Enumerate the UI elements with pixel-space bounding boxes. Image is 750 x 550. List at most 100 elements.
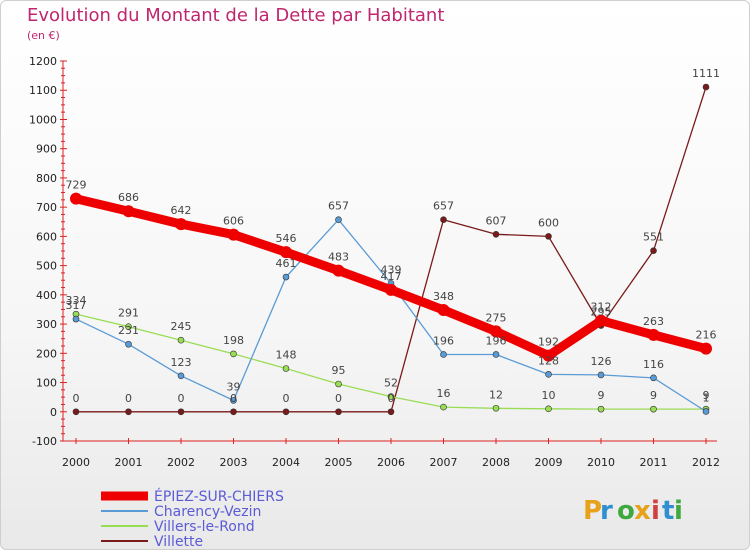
x-tick-label: 2010 [587, 456, 615, 469]
data-label: 546 [276, 232, 297, 245]
data-label: 126 [591, 355, 612, 368]
data-label: 729 [66, 179, 87, 192]
data-point [647, 328, 660, 341]
data-label: 334 [66, 294, 87, 307]
y-tick-label: 0 [50, 406, 57, 419]
axes: -100010020030040050060070080090010001100… [29, 55, 720, 469]
data-label: 123 [171, 356, 192, 369]
data-point [332, 264, 345, 277]
y-tick-label: 100 [36, 377, 57, 390]
y-tick-label: 1100 [29, 84, 57, 97]
data-label: 9 [598, 389, 605, 402]
x-tick-label: 2006 [377, 456, 405, 469]
data-point [335, 408, 342, 416]
logo-letter: o [617, 496, 635, 526]
data-label: 657 [433, 200, 454, 213]
data-point [702, 408, 710, 415]
data-label: 231 [118, 324, 139, 337]
data-point [437, 304, 450, 317]
data-label: 439 [381, 263, 402, 276]
data-point [492, 231, 500, 238]
data-label: 312 [591, 301, 612, 314]
data-label: 657 [328, 200, 349, 213]
y-tick-label: 900 [36, 143, 57, 156]
x-tick-label: 2007 [430, 456, 458, 469]
y-tick-label: 1200 [29, 55, 57, 68]
y-tick-label: 500 [36, 260, 57, 273]
data-label: 10 [542, 389, 556, 402]
x-tick-label: 2012 [692, 456, 720, 469]
data-label: 291 [118, 307, 139, 320]
data-point [440, 216, 447, 224]
data-point [70, 192, 82, 205]
data-point [177, 372, 185, 380]
data-point [492, 351, 500, 358]
data-label: 0 [283, 392, 290, 405]
data-point [387, 393, 395, 400]
data-point [227, 228, 240, 241]
data-label: 0 [178, 392, 185, 405]
data-point [282, 365, 290, 372]
legend-label-2: Villers-le-Rond [154, 519, 255, 535]
data-point [492, 404, 500, 412]
data-label: 0 [388, 392, 395, 405]
x-tick-label: 2009 [535, 456, 563, 469]
x-tick-label: 2011 [640, 456, 668, 469]
data-point [125, 408, 132, 416]
data-label: 12 [489, 388, 503, 401]
data-label: 0 [230, 392, 237, 405]
data-label: 148 [276, 349, 297, 362]
data-point [335, 216, 342, 224]
data-point [545, 371, 552, 378]
data-label: 642 [171, 204, 192, 217]
chart-subtitle: (en €) [27, 29, 60, 42]
x-tick-label: 2000 [62, 456, 90, 469]
y-tick-label: 600 [36, 230, 57, 243]
data-label: 216 [696, 329, 717, 342]
logo-letter: x [634, 496, 651, 526]
x-tick-label: 2003 [220, 456, 248, 469]
data-label: 317 [66, 299, 87, 312]
data-label: 0 [335, 392, 342, 405]
y-tick-label: 400 [36, 289, 57, 302]
data-label: 483 [328, 251, 349, 264]
data-label: 1111 [692, 67, 720, 80]
proxiti-logo: Pr o x i t i [583, 496, 683, 526]
data-point [440, 351, 447, 358]
data-point [597, 371, 605, 379]
data-label: 116 [643, 358, 664, 371]
data-label: 606 [223, 215, 244, 228]
data-label: 16 [437, 387, 451, 400]
logo-letter: t [662, 496, 674, 526]
logo-letter: i [651, 496, 660, 526]
data-point [542, 349, 555, 362]
data-label: 551 [643, 231, 664, 244]
data-point [650, 374, 657, 382]
data-point [702, 83, 710, 91]
data-label: 196 [486, 334, 507, 347]
data-point [177, 336, 185, 344]
logo-letter: P [583, 496, 602, 526]
data-point [597, 405, 605, 413]
x-tick-label: 2005 [325, 456, 353, 469]
data-point [440, 403, 447, 411]
data-label: 128 [538, 354, 559, 367]
series-layer [70, 83, 712, 416]
data-label: 461 [276, 257, 297, 270]
data-point [230, 350, 237, 358]
data-point [490, 325, 502, 338]
y-tick-label: 700 [36, 201, 57, 214]
data-label: 348 [433, 290, 454, 303]
data-point [700, 342, 712, 355]
data-label: 198 [223, 334, 244, 347]
data-label: 196 [433, 334, 454, 347]
legend-label-0: ÉPIEZ-SUR-CHIERS [154, 488, 284, 505]
y-tick-label: -100 [32, 435, 57, 448]
y-tick-label: 1000 [29, 113, 57, 126]
data-point [177, 408, 185, 416]
data-label: 686 [118, 191, 139, 204]
data-label: 95 [332, 364, 346, 377]
x-tick-label: 2004 [272, 456, 300, 469]
